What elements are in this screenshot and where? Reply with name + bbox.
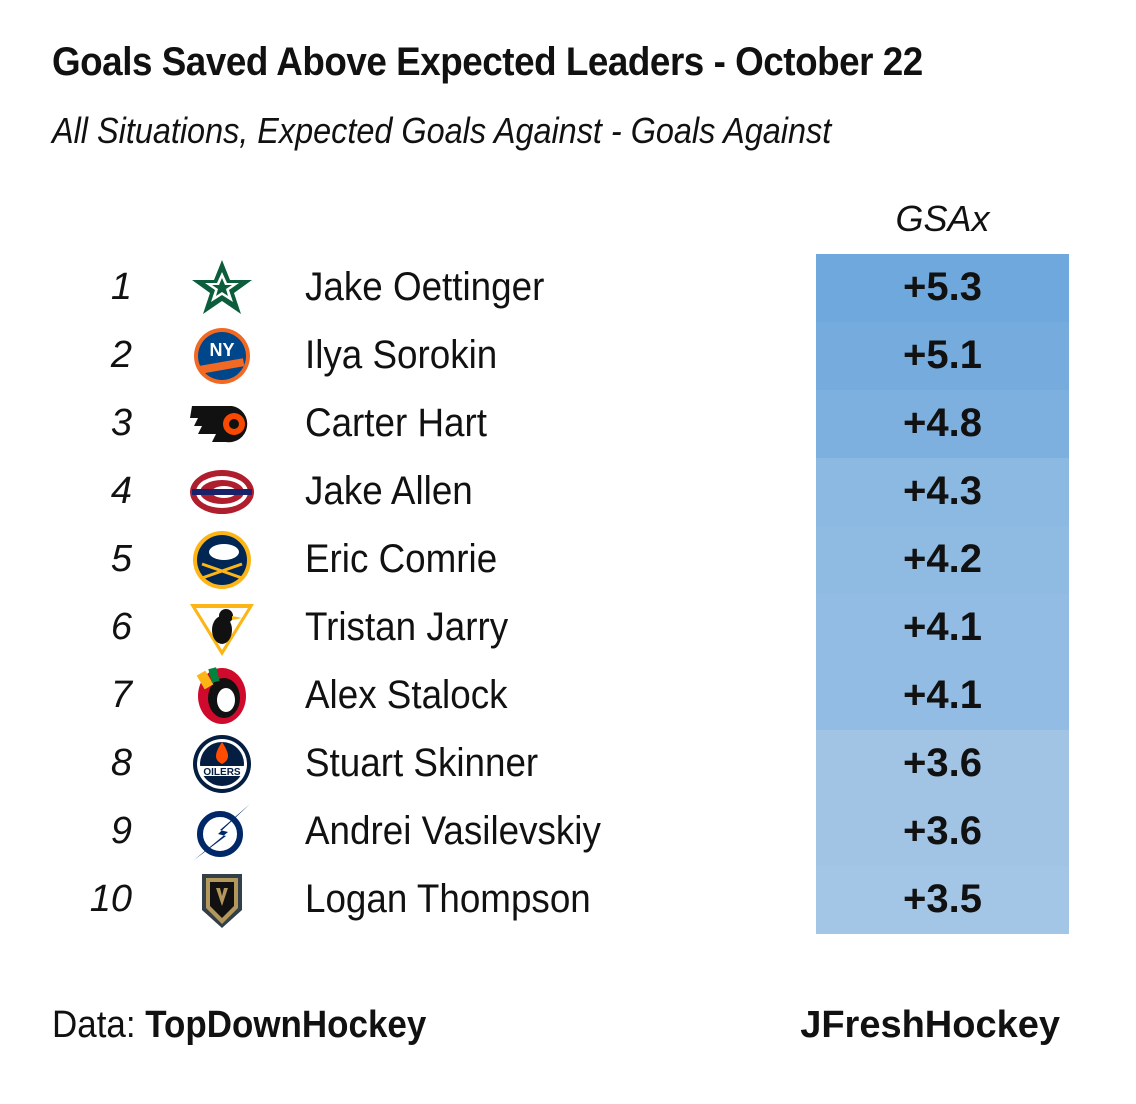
table-row: 9 Andrei Vasilevskiy +3.6	[0, 798, 1136, 866]
gsax-value: +4.2	[903, 537, 982, 581]
player-name: Andrei Vasilevskiy	[305, 809, 601, 853]
new-york-islanders-logo: NY	[186, 326, 258, 386]
svg-text:NY: NY	[209, 340, 234, 360]
gsax-cell-background	[816, 662, 1069, 730]
svg-text:OILERS: OILERS	[203, 767, 241, 778]
player-name: Alex Stalock	[305, 673, 508, 717]
gsax-value: +4.3	[903, 469, 982, 513]
gsax-column-header: GSAx	[895, 198, 990, 239]
player-name: Jake Oettinger	[305, 265, 545, 309]
table-row: 5 Eric Comrie +4.2	[0, 526, 1136, 594]
gsax-cell-background	[816, 390, 1069, 458]
table-row: 2 NY Ilya Sorokin +5.1	[0, 322, 1136, 390]
rank-label: 7	[110, 674, 132, 716]
gsax-cell-background	[816, 458, 1069, 526]
data-source-prefix: Data:	[52, 1004, 146, 1046]
rank-label: 6	[110, 606, 132, 648]
gsax-cell-background	[816, 526, 1069, 594]
table-row: 6 Tristan Jarry +4.1	[0, 594, 1136, 662]
table-row: 4 Jake Allen +4.3	[0, 458, 1136, 526]
gsax-value: +3.6	[903, 741, 982, 785]
gsax-value: +4.8	[903, 401, 982, 445]
table-row: 1 Jake Oettinger +5.3	[0, 254, 1136, 322]
gsax-value: +3.5	[903, 877, 982, 921]
gsax-cell-background	[816, 322, 1069, 390]
table-row: 3 Carter Hart +4.8	[0, 390, 1136, 458]
tampa-bay-lightning-logo	[186, 802, 258, 862]
buffalo-sabres-logo	[186, 530, 258, 590]
rank-label: 2	[110, 334, 132, 376]
rank-label: 3	[110, 402, 132, 444]
table-row: 7 Alex Stalock +4.1	[0, 662, 1136, 730]
player-name: Tristan Jarry	[305, 605, 509, 649]
author-credit: JFreshHockey	[800, 1004, 1060, 1046]
gsax-value: +4.1	[903, 673, 982, 717]
data-source-credit: Data: TopDownHockey	[52, 1004, 426, 1047]
data-source-name: TopDownHockey	[145, 1004, 427, 1046]
gsax-cell-background	[816, 730, 1069, 798]
gsax-value: +5.3	[903, 265, 982, 309]
table-row: 8 OILERS Stuart Skinner +3.6	[0, 730, 1136, 798]
chart-title: Goals Saved Above Expected Leaders - Oct…	[52, 40, 923, 84]
rank-label: 5	[110, 538, 132, 580]
montreal-canadiens-logo	[186, 462, 258, 522]
player-name: Stuart Skinner	[305, 741, 539, 785]
edmonton-oilers-logo: OILERS	[186, 734, 258, 794]
rank-label: 10	[89, 878, 132, 920]
rank-label: 1	[110, 266, 132, 308]
gsax-cell-background	[816, 594, 1069, 662]
player-name: Ilya Sorokin	[305, 333, 498, 377]
vegas-golden-knights-logo	[186, 870, 258, 930]
gsax-cell-background	[816, 866, 1069, 934]
philadelphia-flyers-logo	[186, 394, 258, 454]
rank-label: 4	[110, 470, 132, 512]
gsax-cell-background	[816, 254, 1069, 322]
player-name: Jake Allen	[305, 469, 473, 513]
pittsburgh-penguins-logo	[186, 598, 258, 658]
player-name: Carter Hart	[305, 401, 487, 445]
dallas-stars-logo	[186, 258, 258, 318]
gsax-value: +5.1	[903, 333, 982, 377]
rank-label: 8	[110, 742, 132, 784]
player-name: Logan Thompson	[305, 877, 591, 921]
gsax-value: +4.1	[903, 605, 982, 649]
chart-subtitle: All Situations, Expected Goals Against -…	[52, 110, 832, 151]
player-name: Eric Comrie	[305, 537, 498, 581]
rank-label: 9	[110, 810, 132, 852]
chicago-blackhawks-logo	[186, 666, 258, 726]
gsax-value: +3.6	[903, 809, 982, 853]
gsax-cell-background	[816, 798, 1069, 866]
table-row: 10 Logan Thompson +3.5	[0, 866, 1136, 934]
